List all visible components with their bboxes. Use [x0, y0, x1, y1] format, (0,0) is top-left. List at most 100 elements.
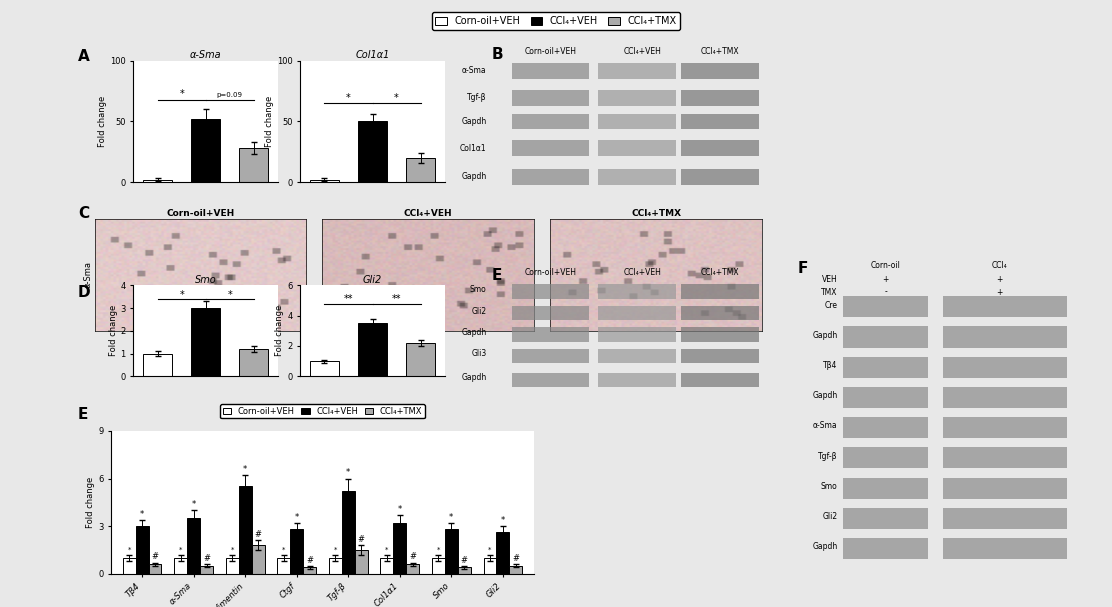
- Text: #: #: [151, 552, 159, 561]
- Bar: [843, 357, 929, 378]
- Bar: [598, 348, 676, 363]
- Bar: [358, 323, 387, 376]
- Text: *: *: [398, 505, 401, 514]
- Y-axis label: Fold change: Fold change: [109, 305, 118, 356]
- Text: *: *: [244, 465, 247, 474]
- Bar: [681, 285, 758, 299]
- Bar: [277, 558, 290, 574]
- Text: *: *: [295, 513, 299, 522]
- Bar: [598, 285, 676, 299]
- Text: *: *: [395, 93, 399, 103]
- Bar: [681, 348, 758, 363]
- Bar: [943, 417, 1068, 438]
- Bar: [310, 361, 339, 376]
- Bar: [143, 180, 172, 182]
- Text: *: *: [385, 546, 388, 552]
- Bar: [512, 327, 589, 342]
- Text: Smo: Smo: [821, 482, 837, 491]
- Bar: [598, 169, 676, 185]
- Bar: [843, 387, 929, 408]
- Text: α-Sma: α-Sma: [83, 261, 93, 288]
- Text: *: *: [346, 93, 350, 103]
- Bar: [149, 564, 161, 574]
- Y-axis label: Fold change: Fold change: [87, 476, 96, 528]
- Bar: [191, 119, 220, 182]
- Y-axis label: Fold change: Fold change: [265, 96, 274, 147]
- Title: CCl₄+TMX: CCl₄+TMX: [631, 209, 682, 218]
- Text: Gli2: Gli2: [823, 512, 837, 521]
- Text: *: *: [488, 546, 492, 552]
- Text: *: *: [128, 546, 131, 552]
- Bar: [843, 538, 929, 559]
- Text: Tβ4: Tβ4: [823, 361, 837, 370]
- Bar: [943, 327, 1068, 348]
- Bar: [175, 558, 187, 574]
- Text: Col1α1: Col1α1: [460, 144, 487, 153]
- Text: *: *: [500, 516, 505, 525]
- Text: Corn-oil: Corn-oil: [871, 261, 901, 270]
- Bar: [943, 357, 1068, 378]
- Bar: [122, 558, 136, 574]
- Text: *: *: [334, 546, 337, 552]
- Bar: [329, 558, 341, 574]
- Bar: [943, 478, 1068, 498]
- Bar: [394, 523, 406, 574]
- Text: +: +: [883, 274, 888, 283]
- Text: Smo: Smo: [469, 285, 487, 294]
- Bar: [681, 140, 758, 156]
- Bar: [598, 140, 676, 156]
- Bar: [355, 550, 368, 574]
- Bar: [681, 306, 758, 320]
- Text: #: #: [203, 554, 210, 563]
- Bar: [681, 373, 758, 387]
- Title: Corn-oil+VEH: Corn-oil+VEH: [166, 209, 235, 218]
- Bar: [509, 566, 523, 574]
- Bar: [681, 63, 758, 79]
- Text: B: B: [492, 47, 504, 63]
- Bar: [406, 158, 435, 182]
- Bar: [598, 90, 676, 106]
- Text: #: #: [513, 554, 519, 563]
- Bar: [681, 327, 758, 342]
- Text: *: *: [346, 469, 350, 477]
- Bar: [406, 343, 435, 376]
- Text: *: *: [437, 546, 440, 552]
- Text: CCl₄+VEH: CCl₄+VEH: [623, 268, 662, 277]
- Text: TMX: TMX: [821, 288, 837, 297]
- Bar: [226, 558, 239, 574]
- Bar: [598, 306, 676, 320]
- Legend: Corn-oil+VEH, CCl₄+VEH, CCl₄+TMX: Corn-oil+VEH, CCl₄+VEH, CCl₄+TMX: [431, 12, 681, 30]
- Bar: [512, 140, 589, 156]
- Title: CCl₄+VEH: CCl₄+VEH: [404, 209, 453, 218]
- Legend: Corn-oil+VEH, CCl₄+VEH, CCl₄+TMX: Corn-oil+VEH, CCl₄+VEH, CCl₄+TMX: [220, 404, 425, 418]
- Bar: [598, 373, 676, 387]
- Text: Corn-oil+VEH: Corn-oil+VEH: [525, 47, 576, 56]
- Bar: [143, 353, 172, 376]
- Text: **: **: [344, 294, 354, 304]
- Text: VEH: VEH: [822, 274, 837, 283]
- Bar: [239, 349, 268, 376]
- Bar: [512, 373, 589, 387]
- Y-axis label: Fold change: Fold change: [98, 96, 107, 147]
- Text: -: -: [884, 288, 887, 297]
- Text: CCl₄+TMX: CCl₄+TMX: [701, 268, 739, 277]
- Text: **: **: [391, 294, 401, 304]
- Bar: [843, 447, 929, 469]
- Bar: [598, 63, 676, 79]
- Bar: [358, 121, 387, 182]
- Bar: [512, 169, 589, 185]
- Bar: [512, 114, 589, 129]
- Text: Tgf-β: Tgf-β: [818, 452, 837, 461]
- Text: Gapdh: Gapdh: [461, 328, 487, 337]
- Bar: [598, 327, 676, 342]
- Text: #: #: [358, 535, 365, 544]
- Text: *: *: [228, 290, 232, 300]
- Text: #: #: [255, 530, 261, 539]
- Bar: [380, 558, 394, 574]
- Bar: [512, 285, 589, 299]
- Text: Cre: Cre: [825, 300, 837, 310]
- Bar: [187, 518, 200, 574]
- Bar: [843, 327, 929, 348]
- Bar: [445, 529, 458, 574]
- Text: *: *: [179, 290, 183, 300]
